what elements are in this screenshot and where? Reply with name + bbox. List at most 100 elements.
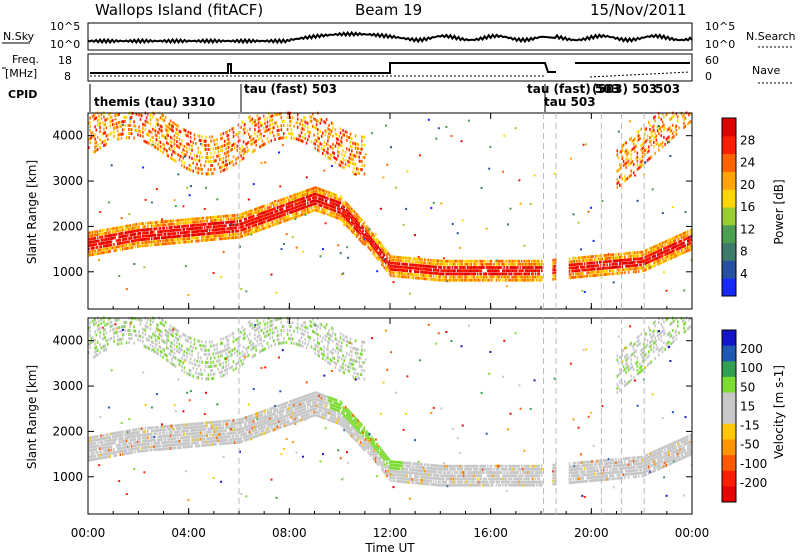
power-echo-cell (356, 150, 358, 154)
power-echo-cell (315, 202, 318, 206)
power-echo-cell (240, 213, 242, 216)
power-echo-cell (468, 266, 470, 269)
power-echo-cell (476, 266, 479, 269)
velocity-echo-cell (157, 435, 159, 439)
power-echo-cell (648, 257, 650, 261)
power-echo-cell (187, 227, 189, 231)
power-echo-cell (347, 222, 349, 226)
power-echo-cell (212, 171, 215, 175)
power-echo-cell (207, 238, 210, 242)
power-echo-cell (670, 250, 673, 254)
power-echo-cell (320, 147, 323, 150)
power-echo-cell (678, 126, 680, 130)
power-echo-cell (318, 149, 320, 153)
power-echo-cell (207, 216, 210, 220)
power-echo-cell (459, 259, 461, 263)
power-echo-cell (120, 124, 123, 128)
power-echo-cell (335, 200, 338, 204)
power-echo-cell (250, 209, 252, 213)
freq-tick-top: 18 (58, 54, 72, 67)
power-echo-cell (257, 216, 260, 219)
power-echo-cell (226, 236, 228, 240)
velocity-echo-cell (133, 431, 135, 435)
power-echo-cell (324, 133, 327, 137)
power-echo-cell (203, 147, 206, 151)
velocity-echo-cell (152, 332, 154, 336)
power-echo-cell (503, 269, 505, 273)
power-echo-cell (376, 237, 378, 241)
power-echo-cell (221, 221, 223, 225)
power-echo-cell (196, 170, 198, 174)
power-echo-cell (590, 206, 593, 209)
power-echo-cell (600, 267, 602, 270)
power-echo-cell (94, 149, 96, 153)
power-echo-cell (125, 231, 128, 234)
power-echo-cell (673, 130, 675, 134)
power-echo-cell (290, 136, 293, 140)
power-echo-cell (616, 262, 619, 266)
power-echo-cell (378, 250, 381, 254)
velocity-echo-cell (133, 325, 135, 329)
velocity-echo-cell (94, 346, 96, 350)
power-echo-cell (655, 257, 658, 260)
velocity-echo-cell (114, 319, 116, 322)
power-echo-cell (300, 118, 303, 122)
velocity-echo-cell (147, 430, 149, 433)
power-echo-cell (468, 259, 470, 263)
power-echo-cell (476, 269, 479, 273)
power-echo-cell (415, 267, 417, 270)
power-echo-cell (270, 218, 273, 221)
power-echo-cell (347, 209, 349, 213)
power-echo-cell (216, 198, 219, 201)
power-echo-cell (327, 151, 329, 155)
power-echo-cell (94, 145, 96, 149)
velocity-echo-cell (104, 443, 106, 446)
power-echo-cell (656, 125, 659, 129)
power-echo-cell (313, 209, 315, 212)
power-echo-cell (650, 253, 653, 256)
power-echo-cell (116, 242, 119, 246)
power-echo-cell (147, 234, 149, 238)
power-echo-cell (408, 263, 411, 267)
velocity-echo-cell (104, 348, 106, 352)
velocity-echo-cell (154, 338, 157, 342)
power-echo-cell (592, 267, 595, 271)
power-echo-cell (274, 204, 276, 207)
power-echo-cell (163, 226, 166, 230)
power-echo-cell (114, 233, 116, 236)
power-echo-cell (153, 112, 155, 116)
velocity-echo-cell (101, 453, 104, 456)
power-echo-cell (252, 214, 255, 218)
power-echo-cell (295, 137, 298, 141)
power-echo-cell (103, 228, 105, 232)
power-echo-cell (495, 262, 498, 266)
power-echo-cell (203, 143, 206, 147)
velocity-echo-cell (128, 445, 130, 449)
power-echo-cell (269, 123, 271, 127)
power-echo-cell (454, 275, 456, 279)
power-echo-cell (280, 217, 283, 221)
power-echo-cell (536, 259, 538, 263)
power-echo-cell (446, 266, 449, 269)
power-echo-cell (328, 194, 330, 198)
power-echo-cell (123, 244, 125, 248)
power-echo-cell (104, 231, 106, 235)
power-echo-cell (149, 114, 152, 118)
power-echo-cell (225, 217, 227, 221)
power-echo-cell (226, 221, 228, 224)
velocity-echo-cell (98, 457, 100, 460)
power-echo-cell (660, 242, 663, 245)
velocity-echo-cell (100, 453, 103, 457)
power-echo-cell (236, 148, 239, 152)
power-echo-cell (137, 241, 139, 245)
power-echo-cell (266, 137, 269, 140)
power-echo-cell (217, 221, 220, 225)
power-echo-cell (327, 135, 329, 139)
power-echo-cell (244, 218, 246, 221)
power-echo-cell (641, 260, 644, 263)
power-echo-cell (176, 228, 178, 232)
power-echo-cell (221, 149, 223, 152)
power-echo-cell (186, 221, 188, 225)
power-echo-cell (583, 268, 586, 272)
power-echo-cell (632, 257, 635, 261)
